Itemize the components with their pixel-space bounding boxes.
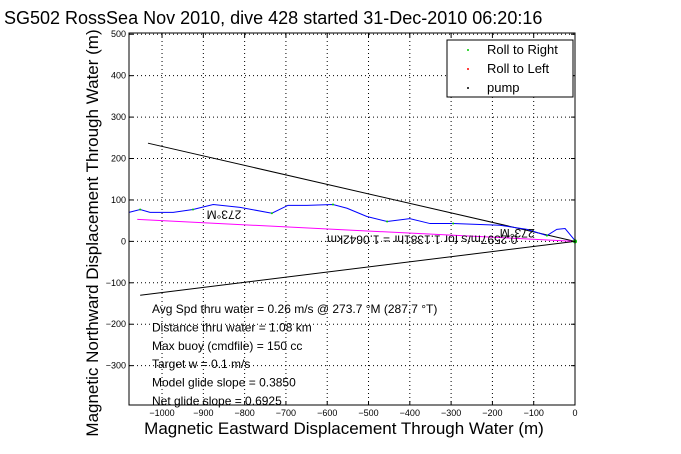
legend-marker [467,68,469,70]
roll-right-point [192,208,195,211]
y-tick-label: 200 [111,154,126,164]
roll-right-point [270,212,273,215]
x-tick-label: −500 [358,408,378,418]
legend: Roll to Right Roll to Left pump [446,39,574,98]
legend-label: Roll to Right [487,42,558,57]
x-tick-label: −700 [276,408,296,418]
y-tick-label: 500 [111,29,126,39]
series-line-net-displacement [137,218,576,242]
annotation-label: 273°M [500,226,535,240]
series-line-upper-bound [147,142,576,242]
x-tick-label: −800 [234,408,254,418]
series-line-lower-bound [140,240,576,296]
series-group [128,142,577,296]
y-tick-label: 0 [121,236,126,246]
legend-label: pump [487,80,520,95]
y-axis-label: Magnetic Northward Displacement Through … [83,29,102,436]
info-line: Net glide slope = 0.6925 [152,394,282,408]
y-tick-label: −300 [106,361,126,371]
info-line: Max buoy (cmdfile) = 150 cc [152,339,302,353]
info-line: Distance thru water = 1.08 km [152,320,312,334]
roll-right-point [386,220,389,223]
x-tick-label: −900 [193,408,213,418]
plot-frame [128,32,576,406]
y-tick-label: −200 [106,319,126,329]
roll-right-point [545,234,548,237]
annotation-label: 273°M [207,207,242,221]
roll-right-point [332,203,335,206]
x-tick-label: −100 [524,408,544,418]
legend-marker [467,87,469,89]
roll-right-point [139,208,142,211]
y-tick-label: 400 [111,71,126,81]
series-line-track [128,203,576,241]
y-tick-label: −100 [106,278,126,288]
chart-title: SG502 RossSea Nov 2010, dive 428 started… [4,8,542,28]
x-tick-label: 0 [572,408,577,418]
y-tick-label: 100 [111,195,126,205]
annotation-label: 0.2597m/s for 1.1381hr = 1.0642km [327,233,517,247]
legend-label: Roll to Left [487,61,550,76]
info-line: Avg Spd thru water = 0.26 m/s @ 273.7 °M… [152,302,437,316]
x-tick-label: −1000 [149,408,174,418]
x-tick-label: −400 [400,408,420,418]
x-axis-label: Magnetic Eastward Displacement Through W… [144,419,544,438]
y-tick-label: 300 [111,112,126,122]
x-tick-label: −600 [317,408,337,418]
legend-marker [467,49,469,51]
info-text-block: Avg Spd thru water = 0.26 m/s @ 273.7 °M… [152,302,437,408]
info-line: Target w = 0.1 m/s [152,357,250,371]
roll-right-point [452,222,455,225]
info-line: Model glide slope = 0.3850 [152,376,296,390]
ticks-group: −1000 −900 −800 −700 −600 −500 −400 −300 −200 −10… [106,29,578,418]
x-tick-label: −300 [441,408,461,418]
x-tick-label: −200 [482,408,502,418]
